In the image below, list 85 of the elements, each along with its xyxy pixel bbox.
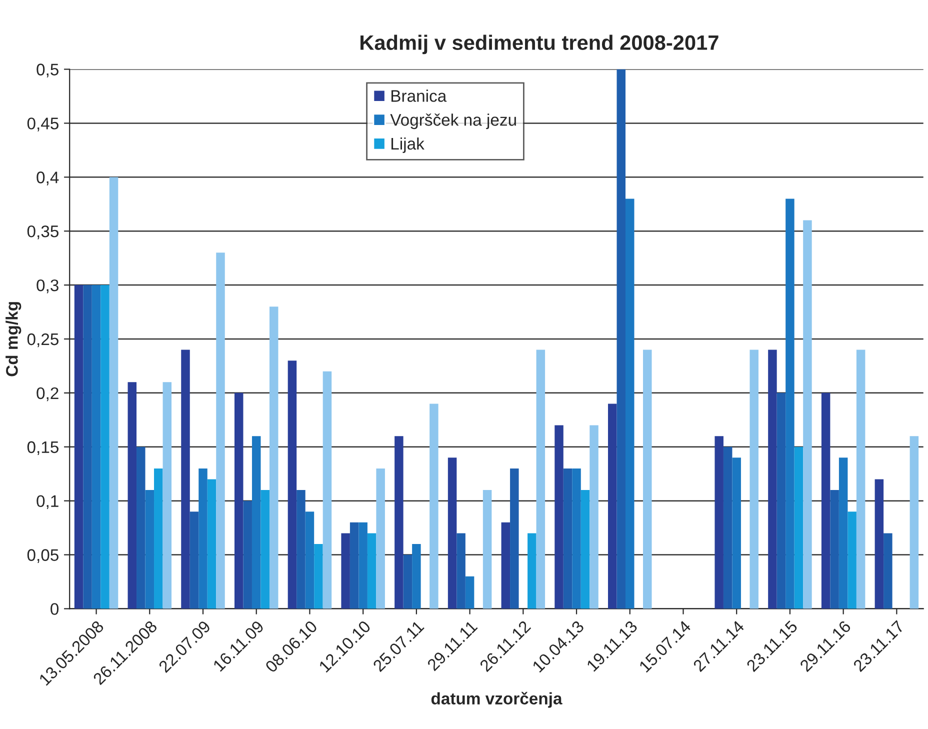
bar [190, 512, 199, 609]
bar [448, 458, 457, 609]
bar [572, 468, 581, 609]
bar [856, 350, 866, 609]
bar [776, 392, 786, 609]
bar [794, 446, 804, 609]
bar [821, 392, 830, 609]
bar [260, 490, 270, 609]
bar [456, 533, 466, 609]
bar [145, 490, 154, 609]
bar [394, 436, 404, 609]
bar [768, 350, 777, 609]
bar [803, 220, 812, 609]
y-tick-label: 0,2 [36, 387, 58, 402]
y-tick-label: 0 [50, 603, 59, 615]
bar [314, 544, 323, 609]
bar [216, 252, 225, 609]
y-tick-label: 0,35 [27, 225, 58, 240]
bar [403, 554, 412, 609]
y-tick-label: 0,45 [27, 118, 58, 132]
bar [162, 382, 172, 609]
bar [501, 522, 510, 609]
bar [616, 69, 626, 609]
y-tick-label: 0,05 [27, 549, 58, 563]
bar [181, 350, 190, 609]
bar [341, 533, 350, 609]
bar [750, 350, 758, 609]
y-tick-label: 0,1 [36, 495, 58, 509]
y-tick-label: 0,5 [36, 64, 58, 78]
bar [884, 533, 892, 609]
bar [465, 576, 474, 609]
legend-label: Lijak [391, 137, 424, 153]
bar [590, 425, 598, 609]
bar [136, 446, 146, 609]
bar [430, 404, 438, 609]
y-tick-label: 0,15 [27, 441, 58, 456]
bar [207, 479, 216, 609]
bar [92, 285, 101, 609]
bar [358, 522, 368, 609]
bar [732, 458, 741, 609]
bar [786, 198, 794, 609]
bar [554, 425, 564, 609]
bar [322, 371, 332, 609]
y-tick-label: 0,25 [27, 333, 58, 348]
bar [723, 446, 732, 609]
bar [482, 490, 492, 609]
bar [626, 198, 634, 609]
bar [243, 500, 252, 609]
bar [714, 436, 724, 609]
bar [128, 382, 137, 609]
bar [510, 468, 519, 609]
bar [83, 285, 92, 609]
bar [252, 436, 261, 609]
bar [838, 458, 848, 609]
legend-label: Branica [391, 90, 447, 102]
x-axis-title: datum vzorčenja [431, 692, 562, 708]
bar [643, 350, 652, 609]
y-axis-title: Cd mg/kg [6, 302, 22, 376]
bar [367, 533, 376, 609]
bar [376, 468, 385, 609]
bar [305, 512, 314, 609]
chart-title: Kadmij v sedimentu trend 2008-2017 [360, 34, 718, 54]
bar [288, 360, 297, 609]
bar [154, 468, 163, 609]
bar [874, 479, 884, 609]
bar [109, 177, 118, 609]
bar [848, 512, 856, 609]
bar [74, 285, 84, 609]
bar [296, 490, 306, 609]
bar [580, 490, 590, 609]
legend-label: Vogršček na jezu [390, 114, 516, 130]
bar [198, 468, 208, 609]
bar [910, 436, 919, 609]
bar [563, 468, 572, 609]
bar [269, 306, 278, 609]
bar [830, 490, 839, 609]
bar [528, 533, 536, 609]
bar [350, 522, 359, 609]
bar [234, 392, 244, 609]
y-tick-label: 0,3 [36, 279, 58, 294]
bar [412, 544, 421, 609]
y-tick-label: 0,4 [36, 172, 59, 186]
bar [608, 404, 617, 609]
bar [536, 350, 546, 609]
bar [100, 285, 110, 609]
